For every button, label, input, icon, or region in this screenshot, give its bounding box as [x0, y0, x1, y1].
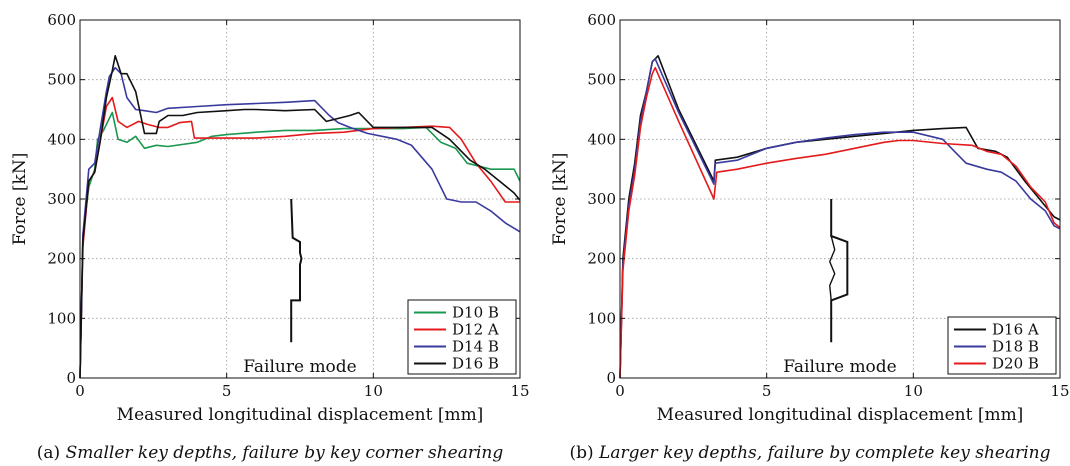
caption-b-label: (b) [569, 443, 593, 463]
chart0-series-line-d14-b [79, 66, 521, 379]
chart1-x-axis-label: Measured longitudinal displacement [mm] [657, 405, 1024, 425]
chart0-series-line-d12-a [79, 96, 520, 379]
chart1-y-tick-label-4: 400 [587, 130, 616, 148]
chart1-y-axis-label: Force [kN] [550, 153, 570, 246]
chart0-x-tick-label-1: 5 [222, 382, 232, 400]
chart1-y-tick-label-5: 500 [587, 71, 616, 89]
chart1-y-tick-label-1: 100 [587, 309, 616, 327]
chart0-y-tick-label-6: 600 [47, 11, 76, 29]
chart0-x-tick-label-0: 0 [75, 382, 85, 400]
chart1-x-tick-label-2: 10 [904, 382, 923, 400]
chart0-y-tick-label-5: 500 [47, 71, 76, 89]
chart0-failure-mode-label: Failure mode [243, 357, 357, 377]
chart1-x-tick-label-3: 15 [1050, 382, 1069, 400]
caption-a-text: Smaller key depths, failure by key corne… [66, 443, 504, 463]
caption-a: (a) Smaller key depths, failure by key c… [37, 443, 504, 463]
chart1-y-tick-label-6: 600 [587, 11, 616, 29]
chart0-y-tick-label-0: 0 [66, 369, 76, 387]
chart0-x-tick-label-3: 15 [510, 382, 529, 400]
caption-b: (b) Larger key depths, failure by comple… [569, 443, 1050, 463]
chart0-x-axis-label: Measured longitudinal displacement [mm] [117, 405, 484, 425]
chart1-legend-label-0: D16 A [992, 321, 1039, 339]
chart1-series-line-d20-b [619, 66, 1061, 379]
chart0-y-tick-label-4: 400 [47, 130, 76, 148]
chart0-failure-mode-icon [290, 198, 303, 343]
chart-panel-b: Failure mode 0 5 10 15 0 100 200 300 400 500 600 Mea… [550, 11, 1070, 425]
chart0-y-tick-label-2: 200 [47, 250, 76, 268]
chart1-y-tick-label-2: 200 [587, 250, 616, 268]
chart0-legend-label-2: D14 B [452, 338, 499, 356]
chart1-failure-mode-icon [830, 199, 849, 343]
chart0-x-tick-label-2: 10 [364, 382, 383, 400]
chart1-y-tick-label-0: 0 [606, 369, 616, 387]
chart0-y-axis-label: Force [kN] [10, 153, 30, 246]
chart0-legend-label-0: D10 B [452, 304, 499, 322]
caption-a-label: (a) [37, 443, 60, 463]
chart0-legend-label-3: D16 B [452, 355, 499, 373]
chart1-series-line-d18-b [619, 57, 1061, 379]
chart0-series-line-d16-b [79, 54, 521, 379]
chart1-legend-label-1: D18 B [992, 338, 1039, 356]
chart1-legend-label-2: D20 B [992, 355, 1039, 373]
chart1-x-tick-label-0: 0 [615, 382, 625, 400]
chart0-y-tick-label-3: 300 [47, 190, 76, 208]
chart0-y-tick-label-1: 100 [47, 309, 76, 327]
chart1-failure-mode-crack [828, 235, 836, 301]
chart0-legend-label-1: D12 A [452, 321, 499, 339]
chart1-y-tick-label-3: 300 [587, 190, 616, 208]
chart1-failure-mode-label: Failure mode [783, 357, 897, 377]
chart-panel-a: Failure mode 0 5 10 15 0 100 200 300 400 500 600 Mea… [10, 11, 530, 425]
chart1-x-tick-label-1: 5 [762, 382, 772, 400]
caption-b-text: Larger key depths, failure by complete k… [598, 443, 1051, 463]
